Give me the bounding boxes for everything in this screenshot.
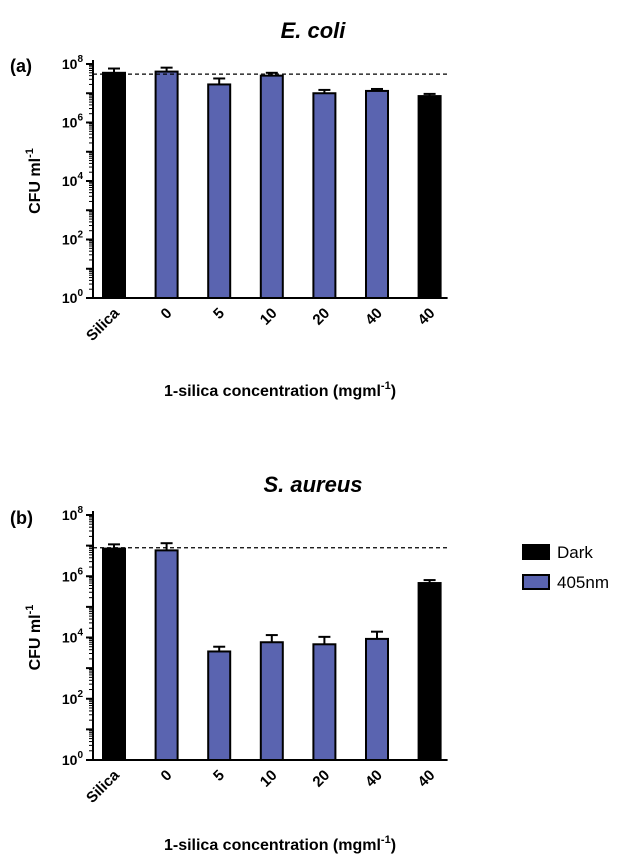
bar	[207, 650, 232, 761]
y-tick-base: 10	[62, 173, 78, 189]
y-tick-base: 10	[62, 56, 78, 72]
x-axis-label: 1-silica concentration (mgml-1)	[164, 834, 396, 854]
y-axis-label: CFU ml-1	[24, 605, 44, 671]
bar	[312, 92, 337, 299]
y-tick-exponent: 4	[77, 171, 83, 182]
y-tick-exponent: 2	[77, 689, 83, 700]
y-tick-label: 106	[62, 113, 84, 131]
y-tick-base: 10	[62, 568, 78, 584]
y-tick-base: 10	[62, 232, 78, 248]
x-axis-label-exponent: -1	[381, 834, 391, 846]
legend-label: 405nm	[557, 573, 609, 592]
y-tick-label: 104	[62, 628, 84, 646]
y-tick-exponent: 0	[77, 750, 83, 761]
y-tick-label: 102	[62, 689, 84, 707]
bar	[365, 637, 389, 761]
y-tick-label: 108	[62, 54, 84, 72]
bar	[417, 95, 442, 299]
y-tick-base: 10	[62, 691, 78, 707]
y-tick-exponent: 6	[77, 566, 83, 577]
y-tick-label: 104	[62, 171, 84, 189]
bar	[259, 641, 284, 762]
bar	[154, 70, 179, 299]
panel-label: (b)	[10, 508, 33, 528]
y-tick-exponent: 8	[77, 505, 83, 516]
x-tick-label: 40	[362, 767, 386, 791]
y-tick-label: 102	[62, 230, 84, 248]
chart-title: S. aureus	[263, 472, 362, 497]
bar	[102, 71, 126, 299]
x-tick-label: 10	[257, 305, 281, 329]
y-axis-label-exponent: -1	[24, 148, 36, 158]
x-tick-label: Silica	[83, 304, 123, 344]
x-tick-label: 20	[309, 305, 333, 329]
y-tick-exponent: 0	[77, 288, 83, 299]
x-tick-label: 40	[415, 767, 439, 791]
x-tick-label: Silica	[83, 766, 123, 806]
y-tick-label: 106	[62, 566, 84, 584]
bar	[312, 643, 337, 762]
y-tick-exponent: 8	[77, 54, 83, 65]
bar	[102, 547, 126, 762]
x-axis-label-text: 1-silica concentration (mgml	[164, 837, 381, 854]
legend: Dark 405nm	[522, 543, 609, 592]
y-axis-label-text: CFU ml	[27, 614, 44, 670]
y-axis-label: CFU ml-1	[24, 148, 44, 214]
y-tick-exponent: 2	[77, 230, 83, 241]
bar	[365, 89, 389, 299]
bar	[417, 582, 442, 762]
legend-label: Dark	[557, 543, 593, 562]
y-tick-exponent: 6	[77, 113, 83, 124]
x-tick-label: 5	[210, 305, 228, 323]
y-tick-label: 108	[62, 505, 84, 523]
y-tick-base: 10	[62, 290, 78, 306]
bar	[207, 83, 232, 299]
x-tick-label: 40	[415, 305, 439, 329]
x-axis-label-tail: )	[391, 383, 396, 400]
y-axis-label-text: CFU ml	[27, 158, 44, 214]
x-axis-label-tail: )	[391, 837, 396, 854]
y-tick-base: 10	[62, 630, 78, 646]
x-tick-label: 0	[158, 305, 176, 323]
y-tick-base: 10	[62, 115, 78, 131]
y-tick-label: 100	[62, 288, 84, 306]
x-tick-label: 0	[158, 767, 176, 785]
x-axis-label-exponent: -1	[381, 380, 391, 392]
bar	[154, 549, 179, 762]
chart-title: E. coli	[281, 18, 347, 43]
x-tick-label: 40	[362, 305, 386, 329]
x-tick-label: 10	[257, 767, 281, 791]
y-tick-base: 10	[62, 507, 78, 523]
y-tick-label: 100	[62, 750, 84, 768]
x-tick-label: 20	[309, 767, 333, 791]
y-tick-exponent: 4	[77, 628, 83, 639]
bar	[259, 74, 284, 300]
y-tick-base: 10	[62, 752, 78, 768]
legend-swatch	[522, 574, 550, 590]
x-axis-label: 1-silica concentration (mgml-1)	[164, 380, 396, 400]
legend-swatch	[522, 544, 550, 560]
panel-label: (a)	[10, 56, 32, 76]
x-axis-label-text: 1-silica concentration (mgml	[164, 383, 381, 400]
x-tick-label: 5	[210, 767, 228, 785]
y-axis-label-exponent: -1	[24, 605, 36, 615]
